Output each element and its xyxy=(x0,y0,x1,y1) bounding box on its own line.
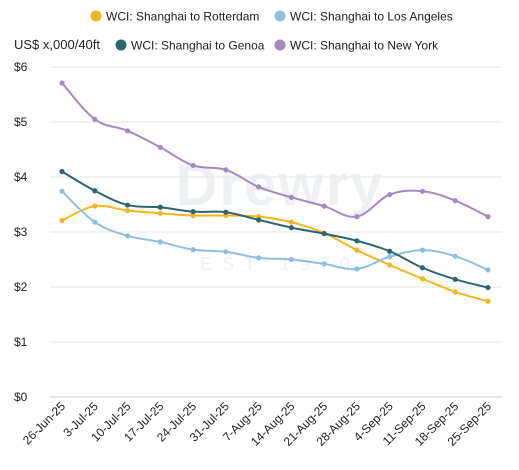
grid xyxy=(50,66,502,398)
legend-label: WCI: Shanghai to New York xyxy=(290,39,439,53)
data-point xyxy=(288,219,294,225)
data-point xyxy=(321,231,327,237)
legend-swatch xyxy=(274,10,286,22)
data-point xyxy=(157,210,163,216)
data-point xyxy=(354,238,360,244)
data-point xyxy=(124,207,131,214)
legend-item-genoa: WCI: Shanghai to Genoa xyxy=(115,39,265,53)
data-point xyxy=(288,225,294,231)
data-point xyxy=(419,247,426,253)
data-point xyxy=(223,209,229,215)
y-tick-label: $5 xyxy=(14,115,28,129)
legend-swatch xyxy=(115,39,127,51)
legend-item-los-angeles: WCI: Shanghai to Los Angeles xyxy=(274,10,453,24)
series-line-new-york xyxy=(61,81,489,218)
data-point xyxy=(124,233,131,239)
data-point xyxy=(321,203,327,209)
series-line-los-angeles xyxy=(61,190,489,271)
data-point xyxy=(387,254,393,260)
data-point xyxy=(190,209,196,215)
y-tick-label: $4 xyxy=(14,170,28,184)
data-point xyxy=(419,188,426,194)
data-point xyxy=(124,202,131,208)
legend-label: WCI: Shanghai to Rotterdam xyxy=(106,10,259,24)
data-point xyxy=(223,167,229,173)
y-tick-label: $0 xyxy=(14,390,28,404)
legend: WCI: Shanghai to Rotterdam WCI: Shanghai … xyxy=(90,10,453,53)
data-point xyxy=(419,265,426,271)
data-point xyxy=(354,247,360,253)
data-point xyxy=(485,298,491,304)
data-point xyxy=(452,198,458,204)
data-point xyxy=(321,261,327,267)
legend-swatch xyxy=(90,10,102,22)
y-axis-ticks: $0 $1 $2 $3 $4 $5 $6 xyxy=(14,60,28,404)
data-point xyxy=(223,249,229,255)
data-point xyxy=(92,203,98,209)
data-point xyxy=(157,239,163,245)
legend-swatch xyxy=(274,39,286,51)
data-point xyxy=(92,188,98,194)
watermark-subtitle: EST 1970 xyxy=(200,254,360,274)
data-point xyxy=(124,128,131,134)
data-point xyxy=(452,289,458,295)
data-point xyxy=(59,80,65,86)
data-point xyxy=(59,188,65,194)
x-axis-ticks: 26-Jun-253-Jul-2510-Jul-2517-Jul-2524-Ju… xyxy=(20,399,494,449)
series-line-genoa xyxy=(61,170,489,289)
data-point xyxy=(190,212,196,219)
data-point xyxy=(387,262,393,268)
data-point xyxy=(92,219,98,225)
data-point xyxy=(190,247,196,253)
data-point xyxy=(157,144,163,150)
legend-label: WCI: Shanghai to Genoa xyxy=(131,39,265,53)
legend-item-rotterdam: WCI: Shanghai to Rotterdam xyxy=(90,10,259,24)
data-point xyxy=(59,168,65,175)
data-point xyxy=(485,214,491,220)
data-point xyxy=(157,204,163,210)
data-point xyxy=(354,214,360,220)
y-axis-label: US$ x,000/40ft xyxy=(14,37,100,52)
legend-label: WCI: Shanghai to Los Angeles xyxy=(290,10,453,24)
data-point xyxy=(387,192,393,198)
y-tick-label: $1 xyxy=(14,335,28,349)
y-tick-label: $3 xyxy=(14,225,28,239)
series-genoa xyxy=(59,168,491,291)
data-point xyxy=(288,256,294,263)
series-line-rotterdam xyxy=(61,204,489,303)
data-point xyxy=(59,217,65,224)
legend-item-new-york: WCI: Shanghai to New York xyxy=(274,39,439,53)
data-point xyxy=(485,267,491,273)
x-tick-label: 26-Jun-25 xyxy=(20,399,68,447)
data-point xyxy=(452,276,458,282)
data-point xyxy=(419,276,426,282)
y-tick-label: $2 xyxy=(14,280,28,294)
data-point xyxy=(256,184,262,190)
y-tick-label: $6 xyxy=(14,60,28,74)
data-point xyxy=(256,217,262,223)
series-lines xyxy=(59,80,491,304)
watermark: Drewry EST 1970 xyxy=(176,153,385,274)
data-point xyxy=(92,116,98,122)
data-point xyxy=(354,266,360,272)
data-point xyxy=(256,255,262,261)
data-point xyxy=(452,253,458,259)
series-new-york xyxy=(59,80,491,220)
series-los-angeles xyxy=(59,188,491,273)
watermark-logo: Drewry xyxy=(176,153,385,218)
data-point xyxy=(387,248,393,254)
data-point xyxy=(190,162,196,169)
data-point xyxy=(485,284,491,291)
data-point xyxy=(288,194,294,200)
